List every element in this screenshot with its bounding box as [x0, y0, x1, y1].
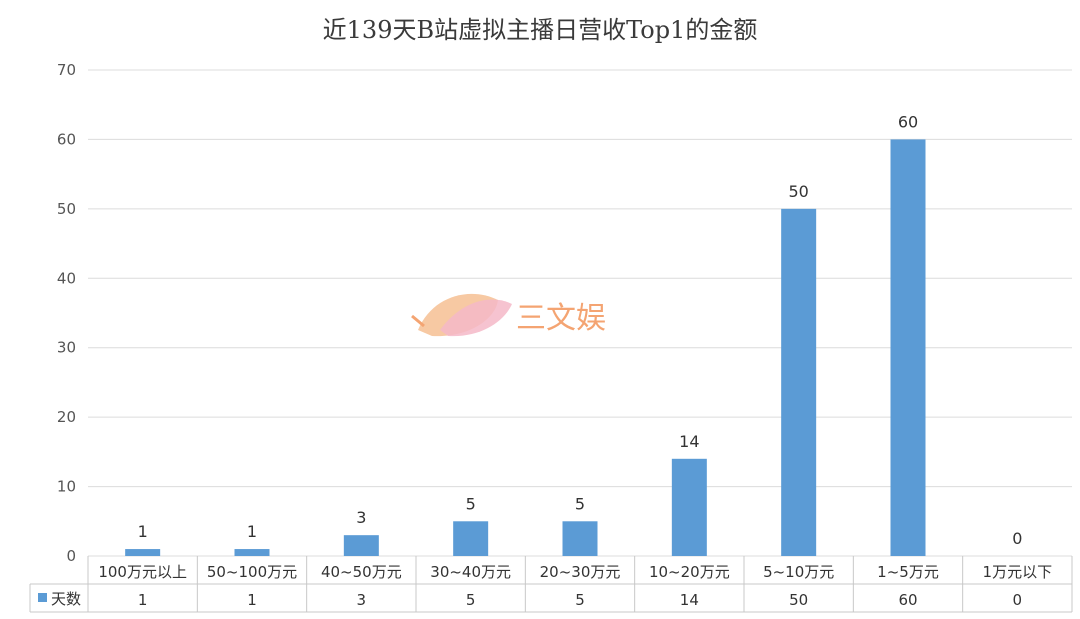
- bar: [343, 535, 379, 556]
- table-value: 60: [898, 591, 917, 609]
- y-tick-label: 10: [57, 478, 76, 496]
- data-label: 1: [138, 522, 148, 541]
- data-label: 0: [1012, 529, 1022, 548]
- watermark-logo-icon: [411, 293, 512, 337]
- category-label: 5~10万元: [763, 563, 834, 581]
- category-label: 1~5万元: [877, 563, 939, 581]
- bar: [890, 139, 926, 556]
- y-tick-label: 30: [57, 339, 76, 357]
- bar: [125, 549, 161, 556]
- table-value: 1: [138, 591, 148, 609]
- data-label: 1: [247, 522, 257, 541]
- category-label: 30~40万元: [430, 563, 511, 581]
- table-value: 14: [680, 591, 699, 609]
- data-label: 3: [356, 508, 366, 527]
- y-tick-label: 20: [57, 408, 76, 426]
- table-value: 1: [247, 591, 257, 609]
- y-tick-label: 40: [57, 269, 76, 287]
- chart-title: 近139天B站虚拟主播日营收Top1的金额: [322, 16, 758, 44]
- bar: [562, 521, 598, 556]
- category-label: 40~50万元: [321, 563, 402, 581]
- category-label: 50~100万元: [207, 563, 297, 581]
- bar: [671, 458, 707, 556]
- table-value: 5: [466, 591, 476, 609]
- data-label: 14: [679, 432, 699, 451]
- watermark: 三文娱: [411, 293, 606, 337]
- y-tick-label: 70: [57, 61, 76, 79]
- category-label: 1万元以下: [983, 563, 1053, 581]
- y-tick-label: 0: [66, 547, 76, 565]
- bar: [234, 549, 270, 556]
- watermark-text: 三文娱: [516, 301, 606, 336]
- bar: [453, 521, 489, 556]
- table-value: 3: [357, 591, 367, 609]
- table-value: 0: [1013, 591, 1023, 609]
- category-label: 10~20万元: [649, 563, 730, 581]
- data-label: 5: [575, 494, 585, 513]
- category-label: 20~30万元: [540, 563, 621, 581]
- legend-label: 天数: [51, 590, 81, 608]
- data-label: 60: [898, 112, 918, 131]
- category-label: 100万元以上: [98, 563, 187, 581]
- bar: [781, 208, 817, 556]
- y-tick-label: 60: [57, 130, 76, 148]
- data-label: 5: [466, 494, 476, 513]
- y-tick-label: 50: [57, 200, 76, 218]
- legend-swatch: [38, 593, 47, 602]
- table-value: 5: [575, 591, 585, 609]
- data-label: 50: [788, 182, 808, 201]
- table-value: 50: [789, 591, 808, 609]
